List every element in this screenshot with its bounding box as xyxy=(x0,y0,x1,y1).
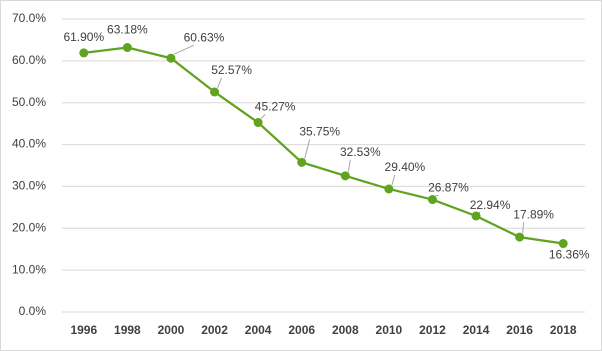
y-tick-label: 0.0% xyxy=(19,304,47,318)
x-tick-label: 2014 xyxy=(463,323,490,337)
data-label: 17.89% xyxy=(513,207,554,221)
data-label: 52.57% xyxy=(211,63,252,77)
leader-line xyxy=(260,114,266,119)
data-label: 35.75% xyxy=(299,125,340,139)
x-tick-label: 2012 xyxy=(419,323,446,337)
leader-line xyxy=(478,211,481,214)
data-label: 22.94% xyxy=(470,198,511,212)
x-tick-label: 2004 xyxy=(245,323,272,337)
leader-line xyxy=(391,174,396,186)
leader-line xyxy=(173,44,195,55)
data-label: 60.63% xyxy=(184,30,225,44)
x-tick-label: 2006 xyxy=(288,323,315,337)
data-point xyxy=(210,87,220,97)
y-tick-label: 40.0% xyxy=(12,137,46,151)
data-point xyxy=(166,53,176,63)
x-tick-label: 2008 xyxy=(332,323,359,337)
y-tick-label: 70.0% xyxy=(12,11,46,25)
x-tick-label: 2016 xyxy=(506,323,533,337)
data-point xyxy=(253,118,263,128)
leader-line xyxy=(522,222,525,234)
data-point xyxy=(515,232,525,242)
x-tick-label: 2010 xyxy=(376,323,403,337)
leader-line xyxy=(304,139,311,159)
data-point xyxy=(558,239,568,249)
data-line xyxy=(83,46,564,245)
data-label: 16.36% xyxy=(549,248,590,262)
data-point xyxy=(122,43,132,53)
data-label: 63.18% xyxy=(107,23,148,37)
x-tick-label: 2018 xyxy=(550,323,577,337)
leader-line xyxy=(217,77,223,89)
data-label: 32.53% xyxy=(340,145,381,159)
leader-line xyxy=(347,159,351,172)
y-tick-label: 20.0% xyxy=(12,220,46,234)
data-point xyxy=(297,157,307,167)
data-point xyxy=(471,211,481,221)
data-point xyxy=(340,171,350,181)
y-tick-label: 30.0% xyxy=(12,179,46,193)
y-tick-label: 10.0% xyxy=(12,262,46,276)
y-tick-label: 50.0% xyxy=(12,95,46,109)
y-tick-label: 60.0% xyxy=(12,53,46,67)
data-point xyxy=(384,184,394,194)
x-tick-label: 1998 xyxy=(114,323,141,337)
data-point xyxy=(427,195,437,205)
data-label: 45.27% xyxy=(255,100,296,114)
data-label: 61.90% xyxy=(63,30,104,44)
data-label: 26.87% xyxy=(428,181,469,195)
x-tick-label: 1996 xyxy=(70,323,97,337)
data-point xyxy=(79,48,89,58)
x-tick-label: 2002 xyxy=(201,323,228,337)
data-label: 29.40% xyxy=(385,160,426,174)
x-tick-label: 2000 xyxy=(158,323,185,337)
